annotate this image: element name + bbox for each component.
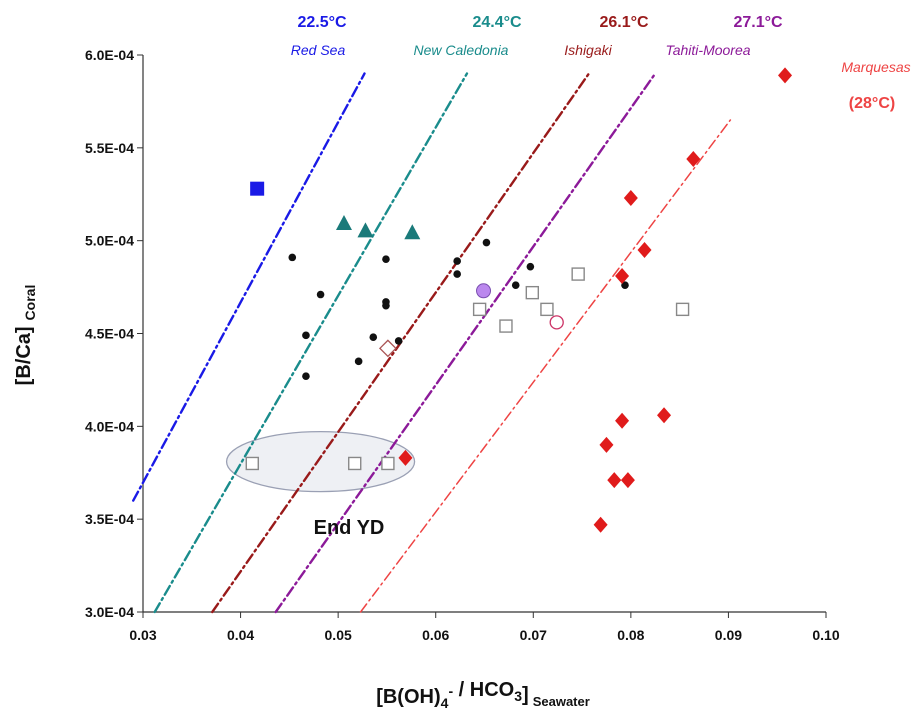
diamond-filled-point — [615, 412, 630, 429]
x-axis-title-part: ] — [522, 684, 529, 706]
circle-small-point — [302, 372, 310, 381]
circle-small-point — [482, 238, 491, 247]
circle-small-point — [302, 331, 310, 340]
y-tick-label: 3.5E-04 — [85, 511, 134, 527]
diamond-filled-point — [778, 67, 793, 84]
chart-labels: 22.5°C Red Sea 24.4°C New Caledonia 26.1°C Is… — [13, 14, 911, 711]
square-open-point — [499, 319, 513, 333]
circle-small-point — [288, 253, 297, 262]
y-tick-label: 5.0E-04 — [85, 233, 134, 249]
square-open-point — [675, 302, 690, 317]
circle-small-point — [354, 357, 363, 366]
circle-small-point — [382, 301, 390, 310]
temperature-label: 22.5°C — [297, 14, 347, 31]
y-tick-label: 6.0E-04 — [85, 47, 134, 63]
x-axis-title-part: - — [448, 683, 453, 699]
temperature-label: 24.4°C — [472, 14, 522, 31]
diamond-filled-point — [623, 189, 638, 206]
axes: 0.03 0.04 0.05 0.06 0.07 0.08 0.09 0.10 3.0E-04 3… — [85, 47, 840, 643]
y-axis-title: [B/Ca] Coral — [13, 285, 38, 386]
x-axis-title: [B(OH)4- / HCO3] Seawater — [376, 679, 590, 711]
triangle-filled-point — [335, 214, 352, 230]
y-tick-label: 3.0E-04 — [85, 604, 134, 620]
circle-small-point — [394, 337, 403, 345]
diamond-filled-point — [657, 407, 672, 424]
y-axis-title-suffix: Coral — [22, 285, 38, 321]
y-tick-label: 4.5E-04 — [85, 326, 134, 342]
square-filled-point — [250, 181, 265, 196]
diamond-open-point — [378, 339, 397, 358]
x-axis-title-part: 3 — [514, 688, 522, 704]
square-open-point — [381, 456, 395, 471]
diamond-filled-point — [637, 241, 652, 258]
temperature-label: 27.1°C — [733, 14, 783, 31]
y-tick-label: 4.0E-04 — [85, 418, 134, 434]
circle-small-point — [526, 262, 535, 271]
site-label: Ishigaki — [564, 42, 612, 58]
diamond-filled-point — [615, 267, 630, 284]
site-label: Red Sea — [291, 42, 346, 58]
square-open-point — [348, 456, 362, 471]
circle-small-point — [382, 255, 390, 264]
circle-small-point — [621, 281, 629, 290]
square-open-point — [472, 302, 487, 317]
circle-filled-point — [476, 283, 492, 299]
end-yd-ellipse-layer — [225, 430, 416, 493]
x-tick-label: 0.07 — [520, 627, 547, 643]
regression-line-new-caledonia — [153, 72, 469, 614]
triangle-filled-point — [404, 224, 421, 240]
end-yd-annotation: End YD — [314, 517, 385, 539]
square-open-point — [245, 456, 259, 471]
x-axis-title-part: [B(OH) — [376, 686, 440, 708]
x-tick-label: 0.08 — [617, 627, 644, 643]
x-axis-title-part: 4 — [441, 695, 449, 711]
square-open-point — [540, 302, 554, 317]
x-tick-label: 0.06 — [422, 627, 449, 643]
diamond-filled-point — [398, 449, 413, 466]
diamond-filled-point — [599, 436, 614, 453]
x-tick-label: 0.10 — [812, 627, 839, 643]
circle-small-point — [316, 290, 325, 299]
square-open-point — [525, 285, 540, 300]
data-points — [245, 67, 793, 533]
circle-open-point — [549, 315, 564, 330]
y-tick-label: 5.5E-04 — [85, 140, 134, 156]
regression-line-tahiti-moorea — [274, 72, 657, 614]
site-label: New Caledonia — [414, 42, 509, 58]
diamond-filled-point — [686, 150, 701, 167]
circle-small-point — [511, 281, 520, 290]
diamond-filled-point — [607, 472, 622, 489]
site-label: Tahiti-Moorea — [665, 42, 750, 58]
x-tick-label: 0.05 — [325, 627, 352, 643]
circle-small-point — [453, 270, 461, 278]
x-axis-title-part: Seawater — [533, 694, 590, 709]
triangle-filled-point — [357, 222, 374, 238]
temperature-label: (28°C) — [849, 95, 895, 112]
regression-line-marquesas — [359, 119, 732, 613]
x-axis-title-part: / HCO — [453, 679, 514, 701]
square-open-point — [571, 267, 585, 281]
x-tick-label: 0.04 — [227, 627, 254, 643]
regression-line-red-sea — [132, 72, 366, 502]
y-axis-title-main: [B/Ca] — [13, 326, 35, 385]
diamond-filled-point — [620, 472, 635, 489]
site-label: Marquesas — [841, 59, 910, 75]
end-yd-ellipse — [225, 430, 416, 493]
diamond-filled-point — [593, 516, 608, 533]
x-tick-label: 0.09 — [715, 627, 742, 643]
x-tick-label: 0.03 — [129, 627, 156, 643]
temperature-label: 26.1°C — [599, 14, 649, 31]
circle-small-point — [369, 333, 378, 342]
circle-small-point — [453, 257, 461, 265]
